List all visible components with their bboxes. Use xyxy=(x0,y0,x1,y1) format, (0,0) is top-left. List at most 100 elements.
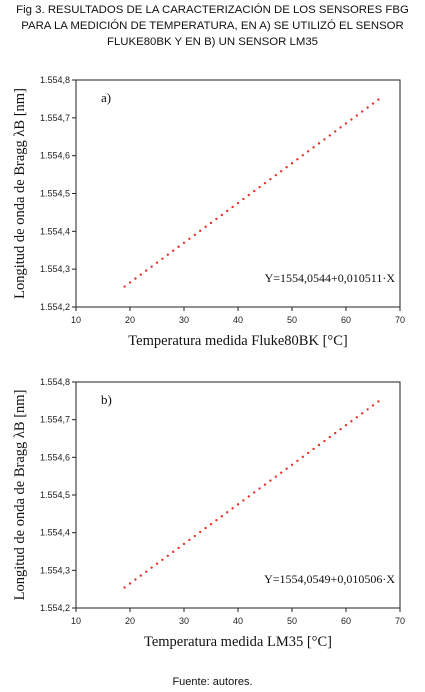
data-point xyxy=(307,150,310,153)
data-point xyxy=(371,404,375,407)
data-point xyxy=(263,181,267,185)
data-point xyxy=(128,281,132,284)
x-tick-label: 60 xyxy=(341,616,351,626)
data-point xyxy=(215,518,218,522)
data-point xyxy=(193,534,196,538)
x-axis-label: Temperatura medida Fluke80BK [°C] xyxy=(128,333,347,349)
y-tick-label: 1.554,3 xyxy=(40,264,70,274)
data-point xyxy=(236,201,240,205)
caption-line-3: FLUKE80BK Y EN B) UN SENSOR LM35 xyxy=(106,36,318,48)
data-point xyxy=(339,427,342,431)
data-point xyxy=(182,241,186,244)
data-point xyxy=(323,138,326,141)
x-tick-label: 20 xyxy=(125,315,135,325)
y-tick-label: 1.554,2 xyxy=(40,603,70,613)
data-point xyxy=(344,424,348,427)
data-point xyxy=(128,582,132,585)
data-point xyxy=(199,530,202,534)
data-point xyxy=(350,420,353,423)
data-point xyxy=(209,522,213,526)
data-point xyxy=(193,233,196,237)
data-point xyxy=(328,435,331,439)
data-point xyxy=(155,261,159,264)
data-point xyxy=(269,479,272,482)
x-tick-label: 60 xyxy=(341,315,351,325)
data-point xyxy=(134,578,137,581)
chart-panel-2: 10 20 30 40 50 60 70 1.554,2 1.554,3 1.554,4 1.554… xyxy=(12,377,405,650)
y-tick-label: 1.554,4 xyxy=(40,528,70,538)
data-point xyxy=(166,554,169,558)
data-point xyxy=(269,177,272,181)
data-point xyxy=(285,467,288,470)
regression-equation: Y=1554,0544+0,010511·X xyxy=(265,271,396,285)
data-point xyxy=(334,431,337,435)
data-point xyxy=(350,118,353,121)
panel-label: b) xyxy=(101,392,112,407)
data-point xyxy=(161,257,164,260)
y-axis-label: Longitud de onda de Bragg λB [nm] xyxy=(12,88,28,299)
data-point xyxy=(220,213,223,217)
x-tick-label: 10 xyxy=(71,315,81,325)
data-point xyxy=(177,245,180,248)
data-point xyxy=(220,515,223,518)
chart-panel-1: 10 20 30 40 50 60 70 1.554,2 1.554,3 1.554,4 1.554… xyxy=(12,75,405,349)
y-tick-label: 1.554,2 xyxy=(40,302,70,312)
data-point xyxy=(280,170,283,173)
y-tick-label: 1.554,7 xyxy=(40,113,70,123)
data-point xyxy=(188,237,191,241)
x-tick-label: 50 xyxy=(287,315,297,325)
data-point xyxy=(274,475,277,478)
y-tick-label: 1.554,6 xyxy=(40,452,70,462)
data-point xyxy=(317,443,321,447)
x-tick-label: 50 xyxy=(287,616,297,626)
data-point xyxy=(317,142,321,145)
data-point xyxy=(188,538,191,542)
x-tick-label: 20 xyxy=(125,616,135,626)
data-point xyxy=(274,173,277,177)
data-point xyxy=(355,416,358,419)
data-point xyxy=(209,221,213,225)
data-point xyxy=(323,439,326,443)
y-tick-label: 1.554,3 xyxy=(40,565,70,575)
x-tick-label: 10 xyxy=(71,616,81,626)
data-point xyxy=(134,277,137,280)
y-tick-label: 1.554,8 xyxy=(40,75,70,85)
data-point xyxy=(377,98,380,101)
data-point xyxy=(301,154,304,157)
data-point xyxy=(253,491,256,494)
regression-equation: Y=1554,0549+0,010506·X xyxy=(264,572,395,586)
data-point xyxy=(172,249,175,252)
x-tick-label: 40 xyxy=(233,315,243,325)
x-tick-label: 30 xyxy=(179,616,189,626)
data-point xyxy=(307,451,310,455)
data-point xyxy=(285,166,288,169)
figure-source: Fuente: autores. xyxy=(172,676,253,688)
data-point xyxy=(328,134,331,137)
caption-line-1: Fig 3. RESULTADOS DE LA CARACTERIZACIÓN … xyxy=(16,4,409,16)
x-tick-label: 70 xyxy=(395,616,405,626)
data-point xyxy=(172,550,175,554)
data-point xyxy=(123,285,126,288)
data-point xyxy=(236,503,240,506)
x-tick-label: 70 xyxy=(395,315,405,325)
data-point xyxy=(290,162,294,165)
data-point xyxy=(258,185,261,189)
data-point xyxy=(312,146,315,149)
data-point xyxy=(177,546,180,550)
data-point xyxy=(263,483,267,486)
panel-label: a) xyxy=(101,90,111,105)
y-tick-label: 1.554,7 xyxy=(40,415,70,425)
data-point xyxy=(247,193,250,197)
data-point xyxy=(139,574,142,577)
data-point xyxy=(166,253,169,256)
data-point xyxy=(226,511,229,514)
data-point xyxy=(355,114,358,117)
data-point xyxy=(258,487,261,490)
data-point xyxy=(123,586,126,589)
data-point xyxy=(199,229,202,233)
y-tick-label: 1.554,8 xyxy=(40,377,70,387)
data-point xyxy=(231,205,234,209)
x-tick-label: 40 xyxy=(233,616,243,626)
data-point xyxy=(139,273,142,276)
